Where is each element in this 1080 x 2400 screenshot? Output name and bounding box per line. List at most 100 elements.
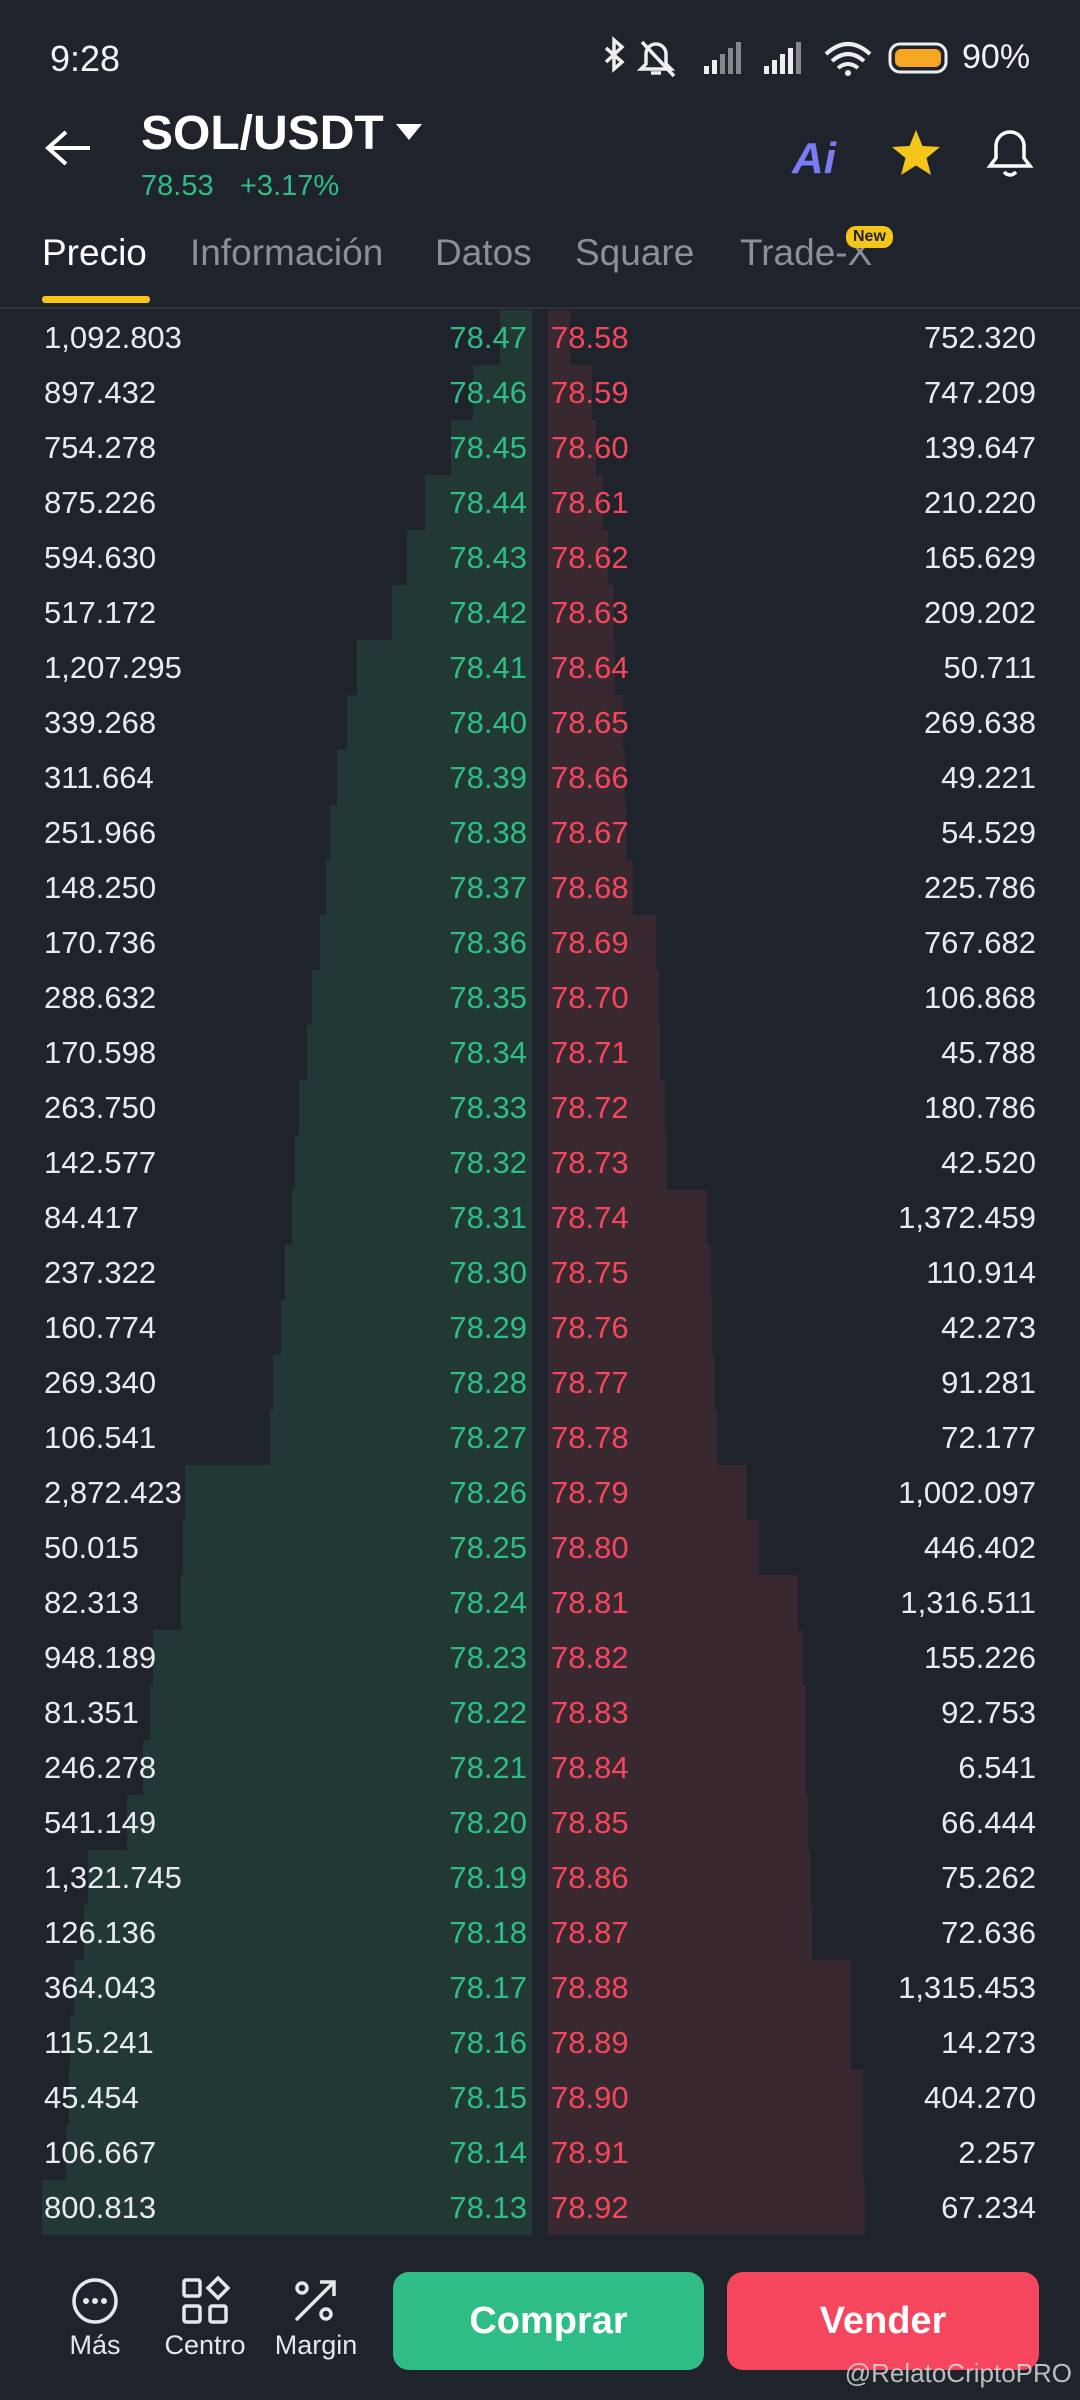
ask-quantity: 180.786 <box>923 1090 1036 1125</box>
bid-price: 78.35 <box>449 980 527 1015</box>
ask-depth-bar <box>548 420 597 475</box>
ask-depth-bar <box>548 1520 760 1575</box>
ask-price: 78.65 <box>551 705 629 740</box>
bid-depth-bar <box>407 530 532 585</box>
ai-button[interactable]: Ai <box>792 134 836 183</box>
bid-quantity: 311.664 <box>44 760 154 795</box>
bid-depth-bar <box>329 805 532 860</box>
ask-price: 78.64 <box>551 650 629 685</box>
bid-quantity: 1,092.803 <box>44 320 182 355</box>
bid-depth-bar <box>68 2070 532 2125</box>
divider <box>0 307 1080 309</box>
bid-depth-bar <box>280 1300 532 1355</box>
ask-price: 78.75 <box>551 1255 629 1290</box>
ask-quantity: 752.320 <box>923 320 1036 355</box>
bid-quantity: 948.189 <box>44 1640 157 1675</box>
ask-quantity: 14.273 <box>941 2025 1036 2060</box>
bid-depth-bar <box>299 1080 532 1135</box>
ask-price: 78.91 <box>551 2135 629 2170</box>
tab[interactable]: Precio <box>42 232 147 273</box>
buy-button[interactable]: Comprar <box>393 2272 704 2370</box>
bid-depth-bar <box>73 1960 532 2015</box>
ask-quantity: 42.520 <box>941 1145 1036 1180</box>
ask-depth-bar <box>548 2125 864 2180</box>
ask-depth-bar <box>548 2180 866 2235</box>
alert-button[interactable] <box>985 126 1035 180</box>
ask-quantity: 2.257 <box>958 2135 1036 2170</box>
ask-price: 78.60 <box>551 430 629 465</box>
ask-price: 78.59 <box>551 375 629 410</box>
bid-quantity: 148.250 <box>44 870 157 905</box>
bid-quantity: 115.241 <box>44 2025 154 2060</box>
ask-depth-bar <box>548 1135 667 1190</box>
ask-price: 78.84 <box>551 1750 629 1785</box>
bid-quantity: 1,207.295 <box>44 650 182 685</box>
ask-price: 78.89 <box>551 2025 629 2060</box>
ask-price: 78.85 <box>551 1805 629 1840</box>
ask-depth-bar <box>548 640 616 695</box>
ask-quantity: 49.221 <box>941 760 1036 795</box>
ask-depth-bar <box>548 750 625 805</box>
bid-depth-bar <box>42 2180 532 2235</box>
bid-depth-bar <box>183 1520 532 1575</box>
bid-price: 78.39 <box>449 760 527 795</box>
ask-price: 78.63 <box>551 595 629 630</box>
ask-quantity: 66.444 <box>941 1805 1036 1840</box>
ask-depth-bar <box>548 365 593 420</box>
ask-price: 78.72 <box>551 1090 629 1125</box>
ask-depth-bar <box>548 1960 851 2015</box>
bid-price: 78.31 <box>449 1200 527 1235</box>
ask-quantity: 92.753 <box>941 1695 1036 1730</box>
bid-quantity: 126.136 <box>44 1915 157 1950</box>
ask-price: 78.76 <box>551 1310 629 1345</box>
bid-price: 78.25 <box>449 1530 527 1565</box>
ask-depth-bar <box>548 695 624 750</box>
bid-depth-bar <box>65 2125 532 2180</box>
ask-price: 78.74 <box>551 1200 629 1235</box>
bid-quantity: 246.278 <box>44 1750 157 1785</box>
ask-depth-bar <box>548 1190 708 1245</box>
bid-quantity: 45.454 <box>44 2080 139 2115</box>
tab[interactable]: Square <box>575 232 695 273</box>
bid-depth-bar <box>84 1905 532 1960</box>
ask-price: 78.71 <box>551 1035 629 1070</box>
ask-depth-bar <box>548 1575 799 1630</box>
ask-quantity: 75.262 <box>941 1860 1036 1895</box>
margin-icon[interactable] <box>290 2276 340 2326</box>
ask-depth-bar <box>548 805 627 860</box>
sell-button[interactable]: Vender <box>727 2272 1039 2370</box>
ask-depth-bar <box>548 1025 661 1080</box>
more-icon[interactable] <box>70 2276 120 2326</box>
bid-price: 78.38 <box>449 815 527 850</box>
ask-quantity: 446.402 <box>923 1530 1036 1565</box>
bid-quantity: 142.577 <box>44 1145 157 1180</box>
bid-depth-bar <box>184 1465 532 1520</box>
ask-quantity: 1,372.459 <box>898 1200 1036 1235</box>
bid-quantity: 875.226 <box>44 485 157 520</box>
bid-price: 78.18 <box>449 1915 527 1950</box>
nav-label[interactable]: Centro <box>164 2330 246 2360</box>
bid-price: 78.30 <box>449 1255 527 1290</box>
ask-quantity: 110.914 <box>926 1255 1036 1290</box>
pair-title[interactable]: SOL/USDT <box>141 107 384 160</box>
bid-quantity: 541.149 <box>44 1805 157 1840</box>
nav-label[interactable]: Más <box>69 2330 121 2360</box>
bid-price: 78.24 <box>449 1585 527 1620</box>
bid-quantity: 339.268 <box>44 705 157 740</box>
ask-depth-bar <box>548 1080 666 1135</box>
nav-label[interactable]: Margin <box>274 2330 358 2360</box>
bid-quantity: 160.774 <box>44 1310 157 1345</box>
bid-quantity: 106.667 <box>44 2135 157 2170</box>
bid-price: 78.20 <box>449 1805 527 1840</box>
bid-quantity: 800.813 <box>44 2190 157 2225</box>
favorite-button[interactable] <box>890 128 942 178</box>
center-icon[interactable] <box>180 2276 230 2326</box>
tab[interactable]: Datos <box>435 232 532 273</box>
back-button[interactable] <box>44 128 92 168</box>
ask-price: 78.73 <box>551 1145 629 1180</box>
bid-price: 78.17 <box>449 1970 527 2005</box>
tab[interactable]: Información <box>190 232 384 273</box>
pair-dropdown[interactable] <box>396 124 422 142</box>
ask-quantity: 404.270 <box>923 2080 1036 2115</box>
